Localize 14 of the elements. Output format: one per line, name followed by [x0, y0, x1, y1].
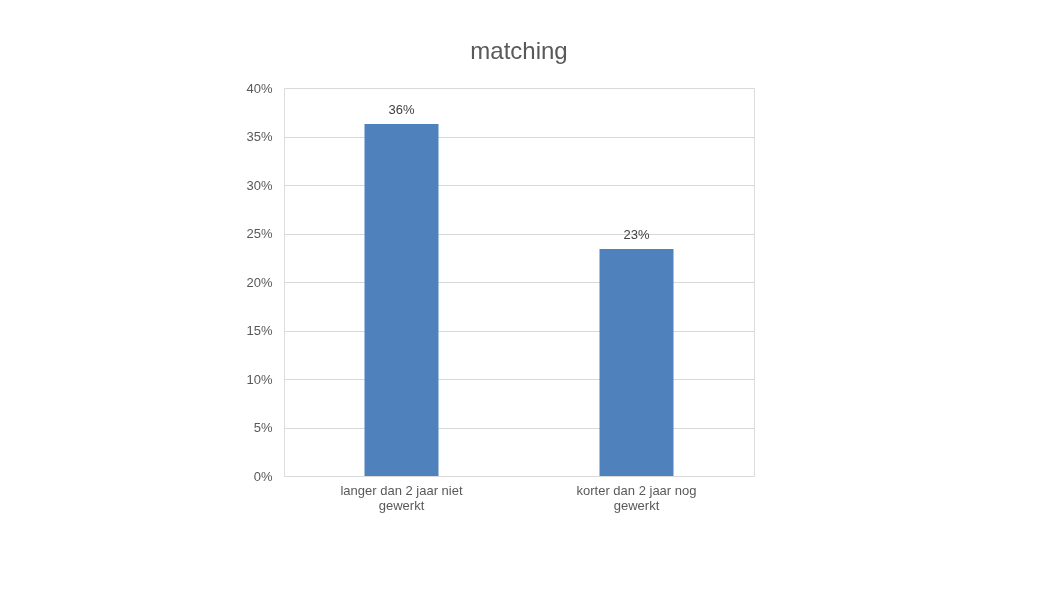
y-tick-label: 0% — [253, 468, 273, 484]
y-tick-label: 10% — [246, 371, 273, 387]
y-tick-label: 30% — [246, 177, 273, 193]
x-tick-label: langer dan 2 jaar niet gewerkt — [340, 482, 463, 513]
data-label: 23% — [623, 227, 650, 243]
y-tick-label: 25% — [246, 226, 273, 241]
data-label: 36% — [388, 101, 415, 117]
y-tick-label: 35% — [246, 129, 273, 144]
chart-title: matching — [470, 37, 568, 64]
x-tick-label: korter dan 2 jaar nog gewerkt — [576, 482, 697, 513]
y-tick-label: 5% — [253, 420, 273, 435]
y-tick-label: 40% — [246, 80, 273, 96]
y-tick-label: 15% — [246, 323, 273, 338]
y-tick-label: 20% — [246, 274, 273, 290]
